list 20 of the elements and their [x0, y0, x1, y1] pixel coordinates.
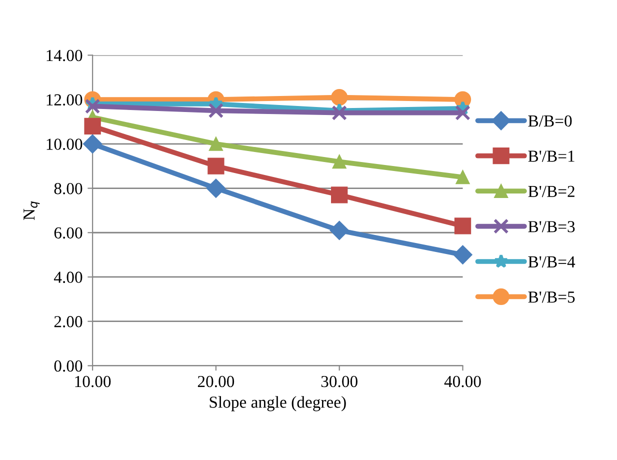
y-tick-label: 2.00 — [54, 316, 82, 328]
legend-label: B'/B=5 — [528, 292, 575, 303]
legend-label: B'/B=2 — [528, 186, 574, 198]
x-axis-title: Slope angle (degree) — [210, 396, 346, 412]
y-tick-label: 0.00 — [54, 360, 82, 372]
y-tick-label: 10.00 — [46, 138, 82, 150]
legend-label: B/B=0 — [528, 115, 572, 127]
x-tick-label: 40.00 — [444, 376, 481, 388]
x-tick-label: 30.00 — [321, 376, 358, 388]
x-tick-label: 20.00 — [198, 376, 234, 388]
y-axis-title: N$_{q}$ — [24, 201, 40, 220]
y-tick-label: 8.00 — [54, 182, 82, 194]
y-tick-label: 6.00 — [54, 227, 82, 239]
legend-label: B'/B=1 — [528, 150, 574, 162]
y-tick-label: 4.00 — [54, 272, 82, 284]
legend-label: B'/B=3 — [528, 221, 575, 232]
legend-label: B'/B=4 — [528, 256, 576, 268]
y-tick-label: 12.00 — [46, 94, 82, 106]
y-tick-label: 14.00 — [46, 50, 82, 62]
x-tick-label: 10.00 — [75, 376, 111, 388]
